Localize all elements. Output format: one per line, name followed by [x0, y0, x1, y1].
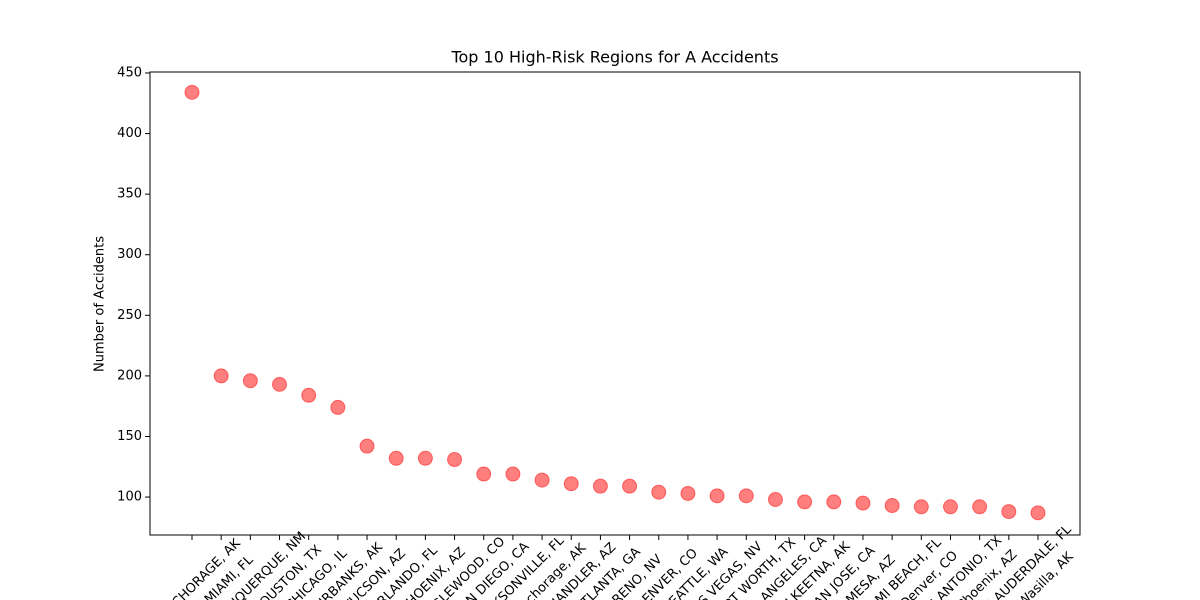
y-tick-label: 150 [117, 429, 142, 444]
y-tick-label: 450 [117, 65, 142, 80]
point [651, 484, 667, 500]
point [476, 466, 492, 482]
point [388, 450, 404, 466]
point [213, 368, 229, 384]
point [1030, 505, 1046, 521]
point [797, 494, 813, 510]
point [622, 478, 638, 494]
point [330, 399, 346, 415]
point [913, 499, 929, 515]
point [592, 478, 608, 494]
point [301, 387, 317, 403]
point [242, 373, 258, 389]
point [417, 450, 433, 466]
y-tick-label: 250 [117, 308, 142, 323]
point [272, 376, 288, 392]
point [1001, 504, 1017, 520]
plot-frame [149, 71, 1081, 536]
point [505, 466, 521, 482]
point [563, 476, 579, 492]
point [680, 485, 696, 501]
point [184, 84, 200, 100]
point [826, 494, 842, 510]
point [942, 499, 958, 515]
y-tick-label: 400 [117, 126, 142, 141]
point [709, 488, 725, 504]
point [359, 438, 375, 454]
point [738, 488, 754, 504]
point [855, 495, 871, 511]
y-tick-label: 300 [117, 247, 142, 262]
y-axis-label: Number of Accidents [93, 236, 108, 372]
point [447, 452, 463, 468]
point [884, 498, 900, 514]
y-tick-label: 350 [117, 187, 142, 202]
point [972, 499, 988, 515]
y-tick-label: 200 [117, 368, 142, 383]
chart-title: Top 10 High-Risk Regions for A Accidents [450, 48, 778, 67]
y-tick-label: 100 [117, 490, 142, 505]
point [767, 491, 783, 507]
point [534, 472, 550, 488]
